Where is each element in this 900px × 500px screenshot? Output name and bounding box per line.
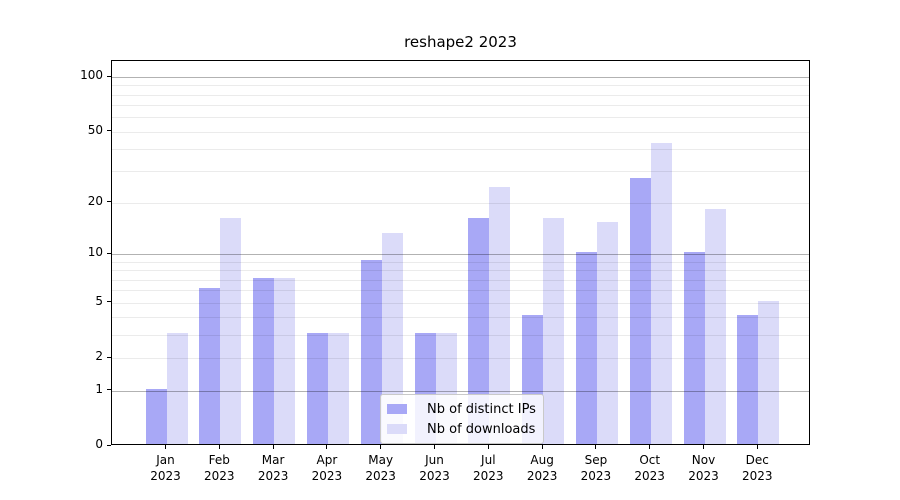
year-line: 2023 bbox=[311, 469, 343, 483]
x-tick-label-mar: Mar 2023 bbox=[246, 452, 300, 484]
legend: Nb of distinct IPs Nb of downloads bbox=[380, 394, 544, 444]
month-line: Aug bbox=[530, 453, 554, 467]
y-tick-mark bbox=[107, 130, 111, 132]
x-tick-mark bbox=[218, 445, 220, 449]
x-tick-mark bbox=[649, 445, 651, 449]
bar-oct-distinct-ips bbox=[629, 177, 651, 444]
x-tick-label-may: May 2023 bbox=[354, 452, 408, 484]
y-tick-label: 10 bbox=[87, 245, 103, 260]
year-line: 2023 bbox=[688, 469, 719, 483]
bar-nov-downloads bbox=[704, 208, 726, 444]
bar-may-downloads bbox=[381, 233, 403, 444]
year-line: 2023 bbox=[204, 469, 235, 483]
x-tick-mark bbox=[541, 445, 543, 449]
bar-jan-downloads bbox=[166, 333, 188, 444]
x-tick-label-feb: Feb 2023 bbox=[192, 452, 246, 484]
bar-may-distinct-ips bbox=[360, 259, 382, 444]
x-tick-mark bbox=[165, 445, 166, 449]
y-tick-mark bbox=[107, 201, 111, 203]
x-tick-label-nov: Nov 2023 bbox=[677, 452, 731, 484]
x-tick-label-jan: Jan 2023 bbox=[139, 452, 193, 484]
y-tick-label: 1 bbox=[95, 381, 103, 396]
year-line: 2023 bbox=[634, 469, 665, 483]
y-tick-mark bbox=[107, 356, 111, 358]
legend-swatch-downloads bbox=[387, 424, 407, 434]
bar-sep-distinct-ips bbox=[575, 252, 597, 444]
x-tick-label-jul: Jul 2023 bbox=[461, 452, 515, 484]
x-tick-mark bbox=[703, 445, 704, 449]
y-tick-label: 50 bbox=[87, 122, 103, 137]
year-line: 2023 bbox=[473, 469, 504, 483]
y-tick-mark bbox=[107, 301, 111, 303]
bars-layer bbox=[112, 61, 809, 444]
month-line: Jul bbox=[481, 453, 496, 467]
y-tick-label: 100 bbox=[80, 68, 103, 82]
x-tick-mark bbox=[272, 445, 274, 449]
y-tick-label: 5 bbox=[95, 293, 103, 308]
x-tick-mark bbox=[326, 445, 328, 449]
bar-jul-downloads bbox=[489, 186, 511, 444]
plot-area: Nb of distinct IPs Nb of downloads bbox=[111, 60, 810, 445]
x-tick-mark bbox=[380, 445, 382, 449]
legend-label-downloads: Nb of downloads bbox=[427, 421, 536, 437]
month-line: Sep bbox=[584, 453, 608, 467]
bar-dec-distinct-ips bbox=[737, 315, 759, 444]
month-line: Jan bbox=[156, 453, 175, 467]
bar-jan-distinct-ips bbox=[145, 388, 167, 444]
y-tick-label: 0 bbox=[95, 437, 103, 451]
chart-title: reshape2 2023 bbox=[404, 33, 517, 51]
x-tick-label-sep: Sep 2023 bbox=[569, 452, 623, 484]
month-line: Jun bbox=[425, 453, 444, 467]
y-tick-mark bbox=[107, 75, 111, 77]
y-tick-mark bbox=[107, 444, 111, 446]
legend-swatch-distinct-ips bbox=[387, 404, 407, 414]
month-line: Oct bbox=[639, 453, 661, 467]
month-line: Apr bbox=[316, 453, 338, 467]
month-line: Dec bbox=[745, 453, 769, 467]
x-tick-label-dec: Dec 2023 bbox=[730, 452, 784, 484]
month-line: May bbox=[368, 453, 394, 467]
y-tick-label: 20 bbox=[87, 193, 103, 208]
year-line: 2023 bbox=[257, 469, 289, 483]
bar-apr-distinct-ips bbox=[306, 333, 328, 444]
month-line: Mar bbox=[261, 453, 285, 467]
month-line: Feb bbox=[208, 453, 230, 467]
x-tick-label-oct: Oct 2023 bbox=[623, 452, 677, 484]
x-tick-mark bbox=[487, 445, 489, 449]
year-line: 2023 bbox=[150, 469, 181, 483]
x-tick-label-aug: Aug 2023 bbox=[515, 452, 569, 484]
bar-dec-downloads bbox=[758, 300, 780, 444]
bar-feb-distinct-ips bbox=[199, 288, 221, 444]
x-tick-mark bbox=[434, 445, 435, 449]
legend-label-distinct-ips: Nb of distinct IPs bbox=[427, 401, 536, 417]
year-line: 2023 bbox=[419, 469, 450, 483]
year-line: 2023 bbox=[526, 469, 558, 483]
x-tick-label-jun: Jun 2023 bbox=[408, 452, 462, 484]
bar-sep-downloads bbox=[596, 222, 618, 444]
year-line: 2023 bbox=[365, 469, 396, 483]
year-line: 2023 bbox=[580, 469, 612, 483]
year-line: 2023 bbox=[742, 469, 773, 483]
legend-item-distinct-ips: Nb of distinct IPs bbox=[387, 399, 536, 419]
month-line: Nov bbox=[691, 453, 716, 467]
bar-mar-distinct-ips bbox=[253, 277, 275, 444]
bar-mar-downloads bbox=[274, 277, 296, 444]
y-tick-mark bbox=[107, 252, 111, 254]
bar-aug-downloads bbox=[543, 217, 565, 444]
bar-oct-downloads bbox=[650, 143, 672, 444]
bar-jul-distinct-ips bbox=[468, 217, 490, 444]
x-tick-label-apr: Apr 2023 bbox=[300, 452, 354, 484]
legend-item-downloads: Nb of downloads bbox=[387, 419, 536, 439]
y-tick-mark bbox=[107, 389, 111, 391]
bar-nov-distinct-ips bbox=[683, 252, 705, 444]
x-tick-mark bbox=[756, 445, 758, 449]
x-tick-mark bbox=[595, 445, 597, 449]
bar-apr-downloads bbox=[327, 333, 349, 444]
y-tick-label: 2 bbox=[95, 349, 103, 364]
bar-feb-downloads bbox=[220, 217, 242, 444]
